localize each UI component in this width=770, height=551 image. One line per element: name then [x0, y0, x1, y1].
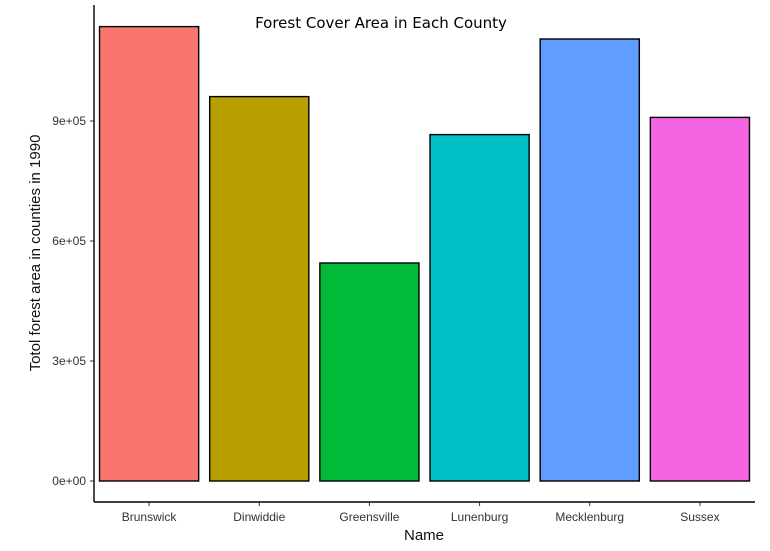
bar-greensville [319, 262, 420, 482]
x-tick-label: Brunswick [122, 510, 178, 524]
x-tick-label: Lunenburg [451, 510, 508, 524]
y-tick-label: 0e+00 [52, 474, 86, 488]
bar-lunenburg [429, 133, 530, 482]
chart-title: Forest Cover Area in Each County [255, 14, 507, 32]
x-tick-label: Dinwiddie [233, 510, 285, 524]
bar-brunswick [98, 25, 200, 482]
bar-sussex [649, 116, 751, 482]
y-tick-label: 6e+05 [52, 234, 86, 248]
bar-dinwiddie [208, 95, 310, 482]
x-axis-ticks: Brunswick Dinwiddie Greensville Lunenburg Me… [122, 502, 720, 524]
bars-group [98, 25, 751, 482]
y-axis-title: Totol forest area in counties in 1990 [27, 135, 44, 372]
y-tick-label: 9e+05 [52, 114, 86, 128]
x-tick-label: Mecklenburg [555, 510, 624, 524]
bar-mecklenburg [539, 38, 641, 482]
y-axis-ticks: 0e+00 3e+05 6e+05 9e+05 [52, 114, 94, 488]
x-tick-label: Greensville [339, 510, 399, 524]
x-tick-label: Sussex [680, 510, 719, 524]
y-tick-label: 3e+05 [52, 354, 86, 368]
x-axis-title: Name [404, 527, 444, 544]
